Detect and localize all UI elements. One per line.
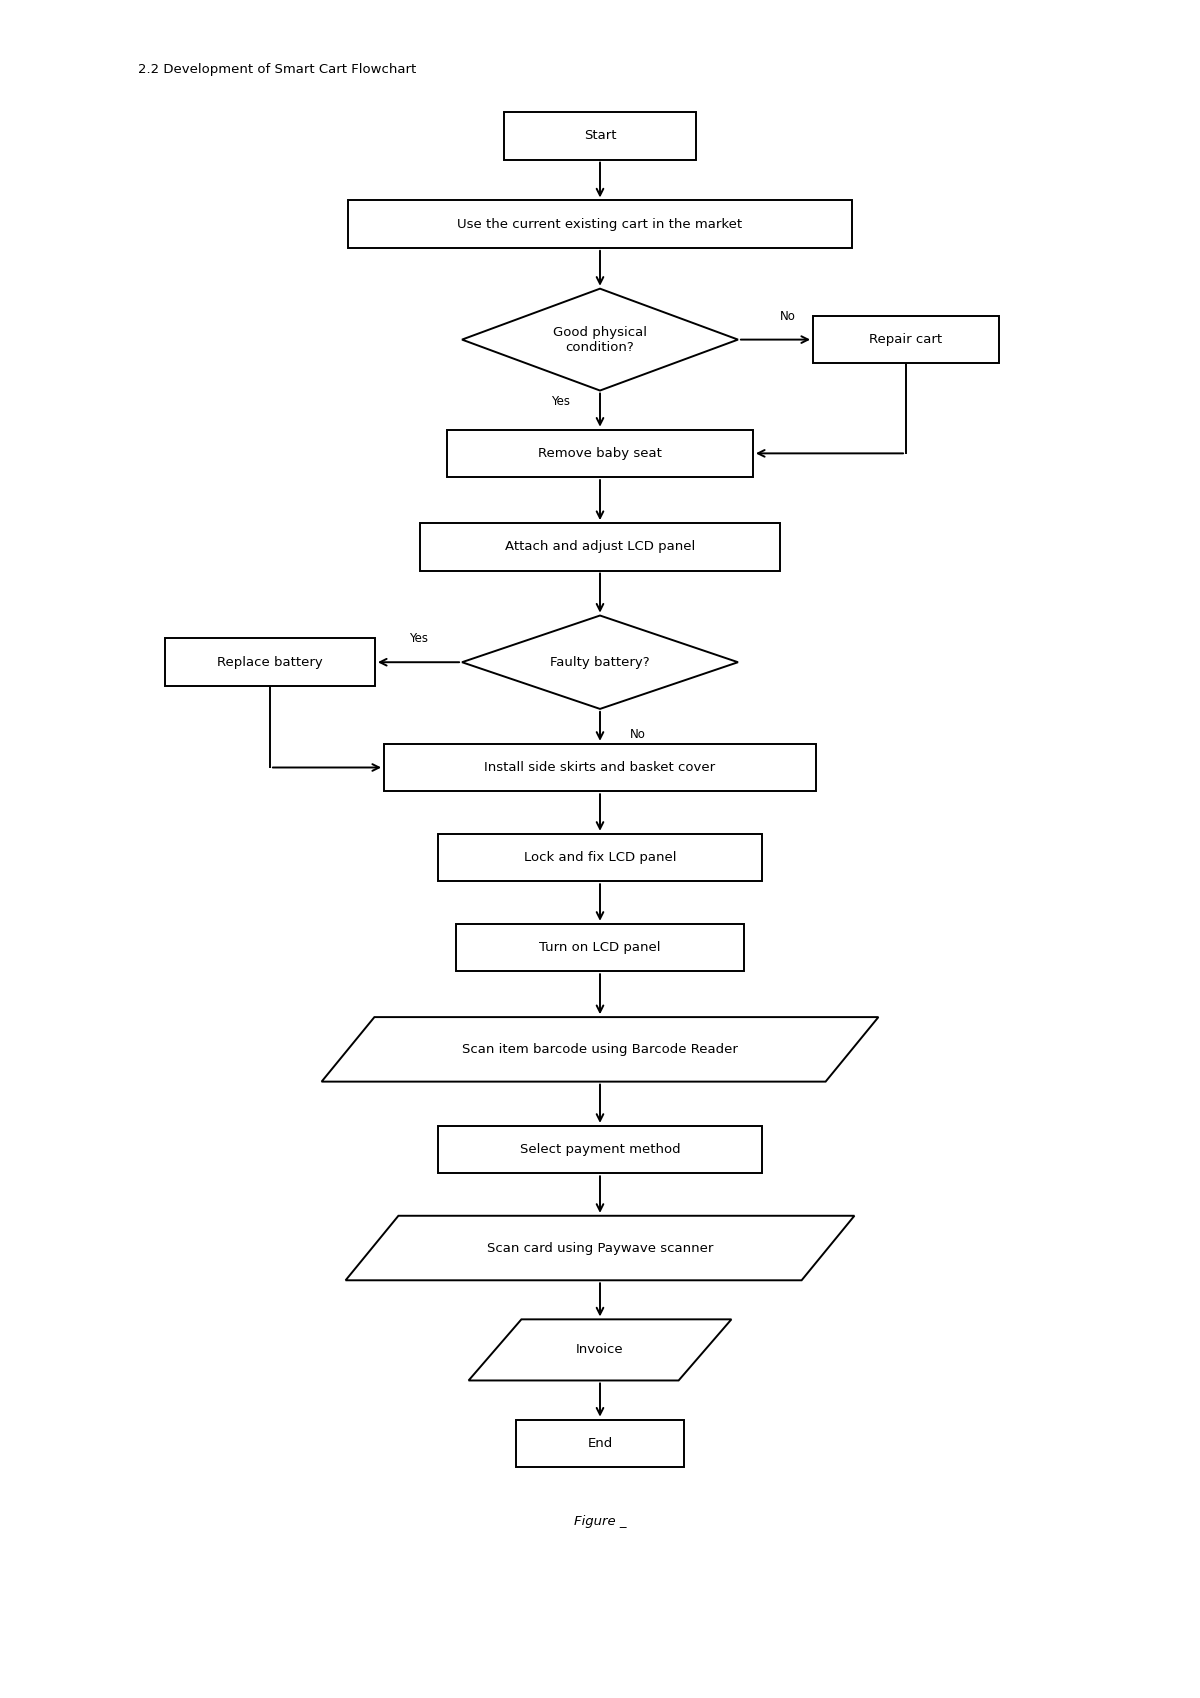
Text: Scan item barcode using Barcode Reader: Scan item barcode using Barcode Reader	[462, 1043, 738, 1056]
Text: Yes: Yes	[551, 396, 570, 408]
FancyBboxPatch shape	[814, 316, 998, 363]
Text: Replace battery: Replace battery	[217, 655, 323, 669]
Polygon shape	[462, 616, 738, 710]
Text: Repair cart: Repair cart	[870, 333, 942, 346]
FancyBboxPatch shape	[166, 638, 374, 686]
Polygon shape	[346, 1216, 854, 1280]
Text: Scan card using Paywave scanner: Scan card using Paywave scanner	[487, 1241, 713, 1255]
Text: 2.2 Development of Smart Cart Flowchart: 2.2 Development of Smart Cart Flowchart	[138, 63, 416, 76]
Polygon shape	[468, 1319, 732, 1380]
Text: Yes: Yes	[409, 632, 428, 645]
Text: No: No	[780, 309, 796, 323]
Polygon shape	[462, 289, 738, 391]
Text: No: No	[630, 728, 646, 742]
Text: Lock and fix LCD panel: Lock and fix LCD panel	[523, 851, 677, 864]
Text: Good physical
condition?: Good physical condition?	[553, 326, 647, 353]
FancyBboxPatch shape	[420, 523, 780, 571]
FancyBboxPatch shape	[446, 430, 754, 477]
Text: Install side skirts and basket cover: Install side skirts and basket cover	[485, 761, 715, 774]
Text: Figure _: Figure _	[574, 1515, 626, 1528]
FancyBboxPatch shape	[384, 744, 816, 791]
Text: Select payment method: Select payment method	[520, 1143, 680, 1156]
Text: Use the current existing cart in the market: Use the current existing cart in the mar…	[457, 217, 743, 231]
Text: Start: Start	[583, 129, 617, 143]
Text: End: End	[587, 1437, 613, 1450]
Text: Turn on LCD panel: Turn on LCD panel	[539, 941, 661, 954]
FancyBboxPatch shape	[504, 112, 696, 160]
FancyBboxPatch shape	[516, 1420, 684, 1467]
Text: Attach and adjust LCD panel: Attach and adjust LCD panel	[505, 540, 695, 554]
Text: Invoice: Invoice	[576, 1343, 624, 1357]
FancyBboxPatch shape	[438, 1126, 762, 1173]
Text: Faulty battery?: Faulty battery?	[550, 655, 650, 669]
FancyBboxPatch shape	[456, 924, 744, 971]
Text: Remove baby seat: Remove baby seat	[538, 447, 662, 460]
FancyBboxPatch shape	[348, 200, 852, 248]
Polygon shape	[322, 1017, 878, 1082]
FancyBboxPatch shape	[438, 834, 762, 881]
